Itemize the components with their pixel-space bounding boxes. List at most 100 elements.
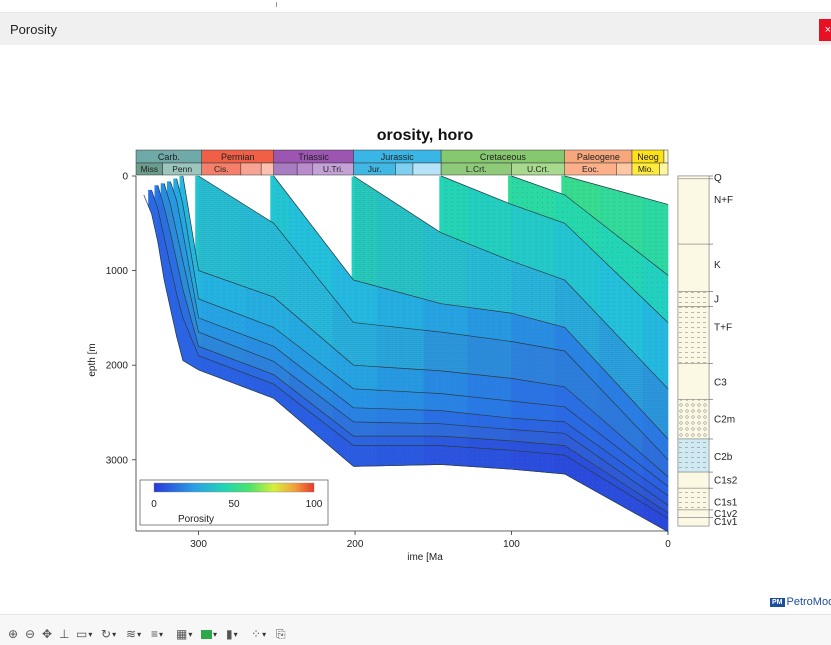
epoch-label: Mio. [638,164,654,174]
y-axis-label: epth [m [87,343,98,376]
y-tick-label: 2000 [106,361,129,372]
pan-icon[interactable]: ✥ [42,627,52,641]
epoch-cell [616,163,632,175]
epoch-label: Penn [172,164,192,174]
grid-icon[interactable]: ▦ [176,627,192,641]
x-tick-label: 100 [503,539,520,550]
contour-icon[interactable]: ≋ [126,627,141,641]
lithology-unit [678,244,709,291]
lithology-label: N+F [714,195,733,206]
lithology-pattern [678,488,709,510]
toolbar-glyph: ▦ [176,627,187,641]
bar-icon[interactable]: ▮ [226,627,238,641]
epoch-cell [396,163,413,175]
lithology-label: C1v1 [714,517,738,528]
brand-name: PetroMod [787,596,831,608]
epoch-label: U.Tri. [323,164,343,174]
layer-cell [271,176,274,223]
toolbar-glyph: ⊕ [8,627,18,641]
y-tick-label: 1000 [106,266,129,277]
lithology-label: C1s1 [714,497,738,508]
period-label: Paleogene [577,152,620,162]
lines-icon[interactable]: ≡ [151,627,163,641]
toolbar-glyph: ≋ [126,627,136,641]
legend-label: Porosity [178,514,214,525]
legend-tick-label: 0 [151,499,157,510]
layer-cell [352,177,355,281]
legend-color-bar [154,483,314,492]
epoch-cell [274,163,297,175]
lithology-pattern [678,307,709,364]
lithology-label: Q [714,173,722,184]
lithology-unit [678,517,709,526]
lithology-label: C3 [714,377,727,388]
chart-toolbar: ⊕ ⊖ ✥ ⊥ ▭ ↻ ≋ ≡ ▦ ▮ ⁘ ⎘ [0,614,831,645]
epoch-label: Eoc. [582,164,599,174]
toolbar-glyph: ↻ [101,627,111,641]
x-tick-label: 0 [665,539,671,550]
period-cell [664,150,668,163]
lithology-pattern [678,291,709,306]
period-label: Carb. [158,152,180,162]
epoch-label: Jur. [368,164,382,174]
period-label: Neog [637,152,659,162]
lithology-label: T+F [714,323,732,334]
color-swatch [201,630,212,639]
color-scale-icon[interactable] [201,627,217,641]
lithology-pattern [678,399,709,439]
epoch-cell [261,163,274,175]
lithology-label: C2b [714,452,733,463]
burial-layers [149,176,669,532]
toolbar-glyph: ⁘ [251,627,261,641]
frame-icon[interactable]: ▭ [76,627,92,641]
toolbar-glyph: ⊖ [25,627,35,641]
y-tick-label: 0 [122,172,128,183]
chart-title: orosity, horo [377,127,474,144]
epoch-cell [297,163,313,175]
petromod-logo-icon: PM [770,598,785,607]
epoch-label: U.Crt. [527,164,549,174]
layer-cell [562,176,565,195]
x-tick-label: 300 [190,539,207,550]
toolbar-glyph: ⊥ [59,627,69,641]
lithology-unit [678,363,709,399]
zoom-in-icon[interactable]: ⊕ [8,627,18,641]
period-label: Permian [221,152,255,162]
epoch-label: Miss [141,164,158,174]
layer-cell [508,176,511,204]
lithology-unit [678,179,709,244]
layer-cell [440,177,443,234]
lithology-label: J [714,294,719,305]
pattern-icon[interactable]: ⁘ [251,627,266,641]
axis-icon[interactable]: ⊥ [59,627,69,641]
rotate-icon[interactable]: ↻ [101,627,116,641]
lithology-label: C1s2 [714,476,738,487]
toolbar-glyph: ✥ [42,627,52,641]
period-label: Cretaceous [480,152,527,162]
lithology-unit [678,472,709,488]
strat-period-bar: Carb. Permian Triassic Jurassic Cretaceous Pa… [136,150,668,163]
period-label: Jurassic [381,152,415,162]
y-tick-label: 3000 [106,455,129,466]
legend-tick-label: 50 [228,499,240,510]
lithology-label: C2m [714,414,735,425]
epoch-cell [660,163,668,175]
period-label: Triassic [298,152,329,162]
lithology-label: K [714,260,721,271]
toolbar-glyph: ≡ [151,627,158,641]
lithology-unit [678,510,709,518]
zoom-out-icon[interactable]: ⊖ [25,627,35,641]
epoch-cell [413,163,441,175]
epoch-cell [241,163,261,175]
epoch-label: Cis. [214,164,229,174]
export-icon[interactable]: ⎘ [276,627,286,641]
toolbar-glyph: ▮ [226,627,233,641]
x-axis-label: ime [Ma [407,552,443,563]
strat-epoch-bar: Miss Penn Cis. U.Tri. Jur. L.Crt. U.Crt. Eoc. Mi… [136,163,668,175]
epoch-label: L.Crt. [466,164,487,174]
lithology-unit [678,176,709,179]
